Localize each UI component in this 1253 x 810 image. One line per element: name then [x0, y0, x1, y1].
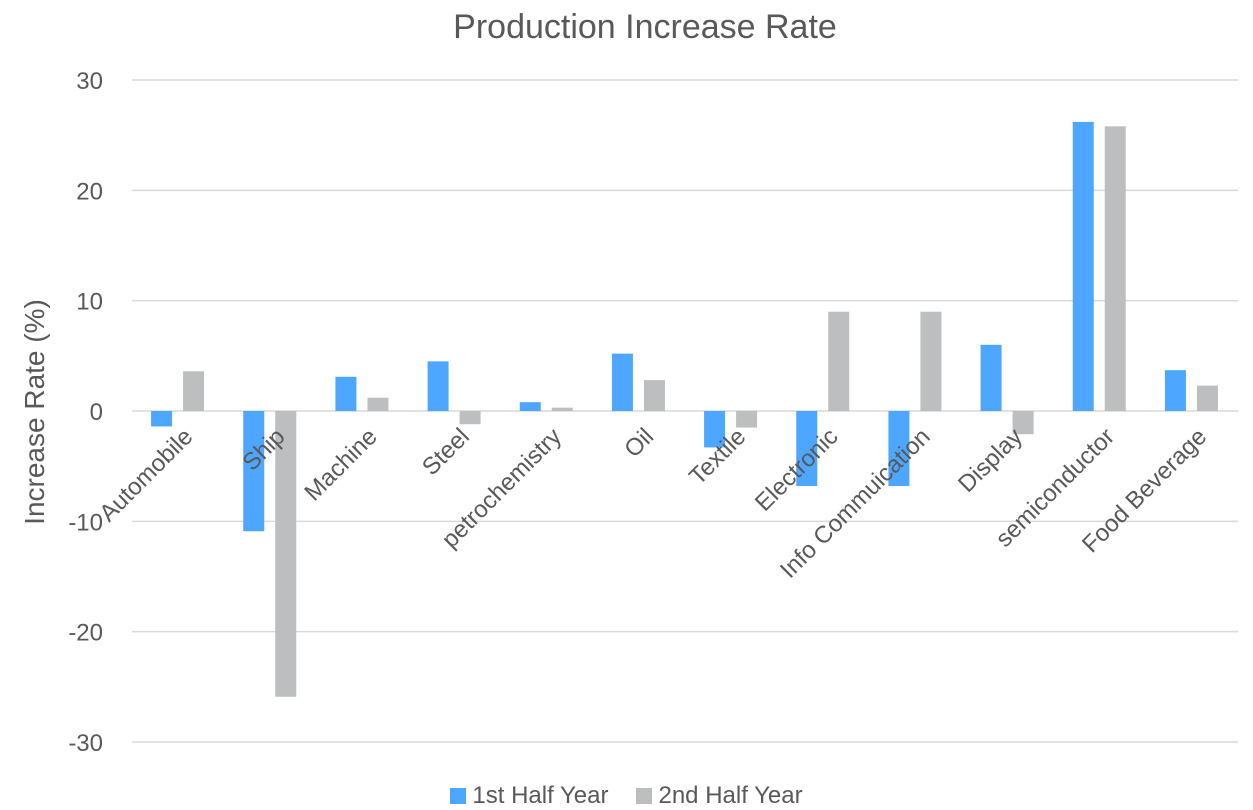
bar: [1164, 370, 1186, 411]
bar: [1012, 411, 1034, 435]
y-tick-label: 0: [90, 399, 103, 426]
x-tick-label: Steel: [417, 423, 475, 481]
bar: [335, 376, 357, 411]
x-tick-label: Display: [953, 423, 1028, 498]
bar: [519, 402, 541, 411]
bar: [151, 411, 173, 427]
bar: [704, 411, 726, 448]
x-tick-label: Oil: [619, 423, 659, 463]
bar: [643, 380, 665, 411]
bar: [367, 397, 389, 411]
bar: [1104, 126, 1126, 411]
bar: [427, 361, 449, 411]
gridlines: [132, 79, 1238, 743]
y-tick-label: 20: [76, 178, 103, 205]
bar: [611, 353, 633, 411]
bar: [736, 411, 758, 428]
bar: [183, 371, 205, 411]
bars: [151, 121, 1218, 697]
legend-label: 2nd Half Year: [658, 782, 803, 809]
bar: [243, 411, 265, 532]
bar: [275, 411, 297, 697]
legend-item: 2nd Half Year: [636, 782, 803, 810]
legend-label: 1st Half Year: [472, 782, 609, 809]
y-tick-label: -10: [68, 509, 103, 536]
bar: [980, 344, 1002, 411]
bar: [1196, 385, 1218, 411]
bar: [1072, 121, 1094, 411]
x-tick-label: Automobile: [94, 423, 198, 527]
y-axis-label: Increase Rate (%): [19, 299, 50, 525]
y-tick-label: -20: [68, 620, 103, 647]
x-tick-label: Machine: [299, 423, 382, 506]
y-tick-labels: 30 20 10 0 -10 -20 -30: [68, 68, 103, 757]
legend: 1st Half Year 2nd Half Year: [0, 782, 1253, 810]
bar: [459, 411, 481, 425]
y-tick-label: 30: [76, 68, 103, 95]
y-tick-label: -30: [68, 730, 103, 757]
bar: [551, 407, 573, 411]
bar: [796, 411, 818, 487]
y-tick-label: 10: [76, 289, 103, 316]
bar: [920, 311, 942, 411]
chart-title: Production Increase Rate: [453, 8, 837, 46]
legend-item: 1st Half Year: [450, 782, 608, 810]
legend-swatch: [450, 788, 467, 804]
bar: [888, 411, 910, 487]
legend-swatch: [636, 788, 653, 804]
bar: [828, 311, 850, 411]
